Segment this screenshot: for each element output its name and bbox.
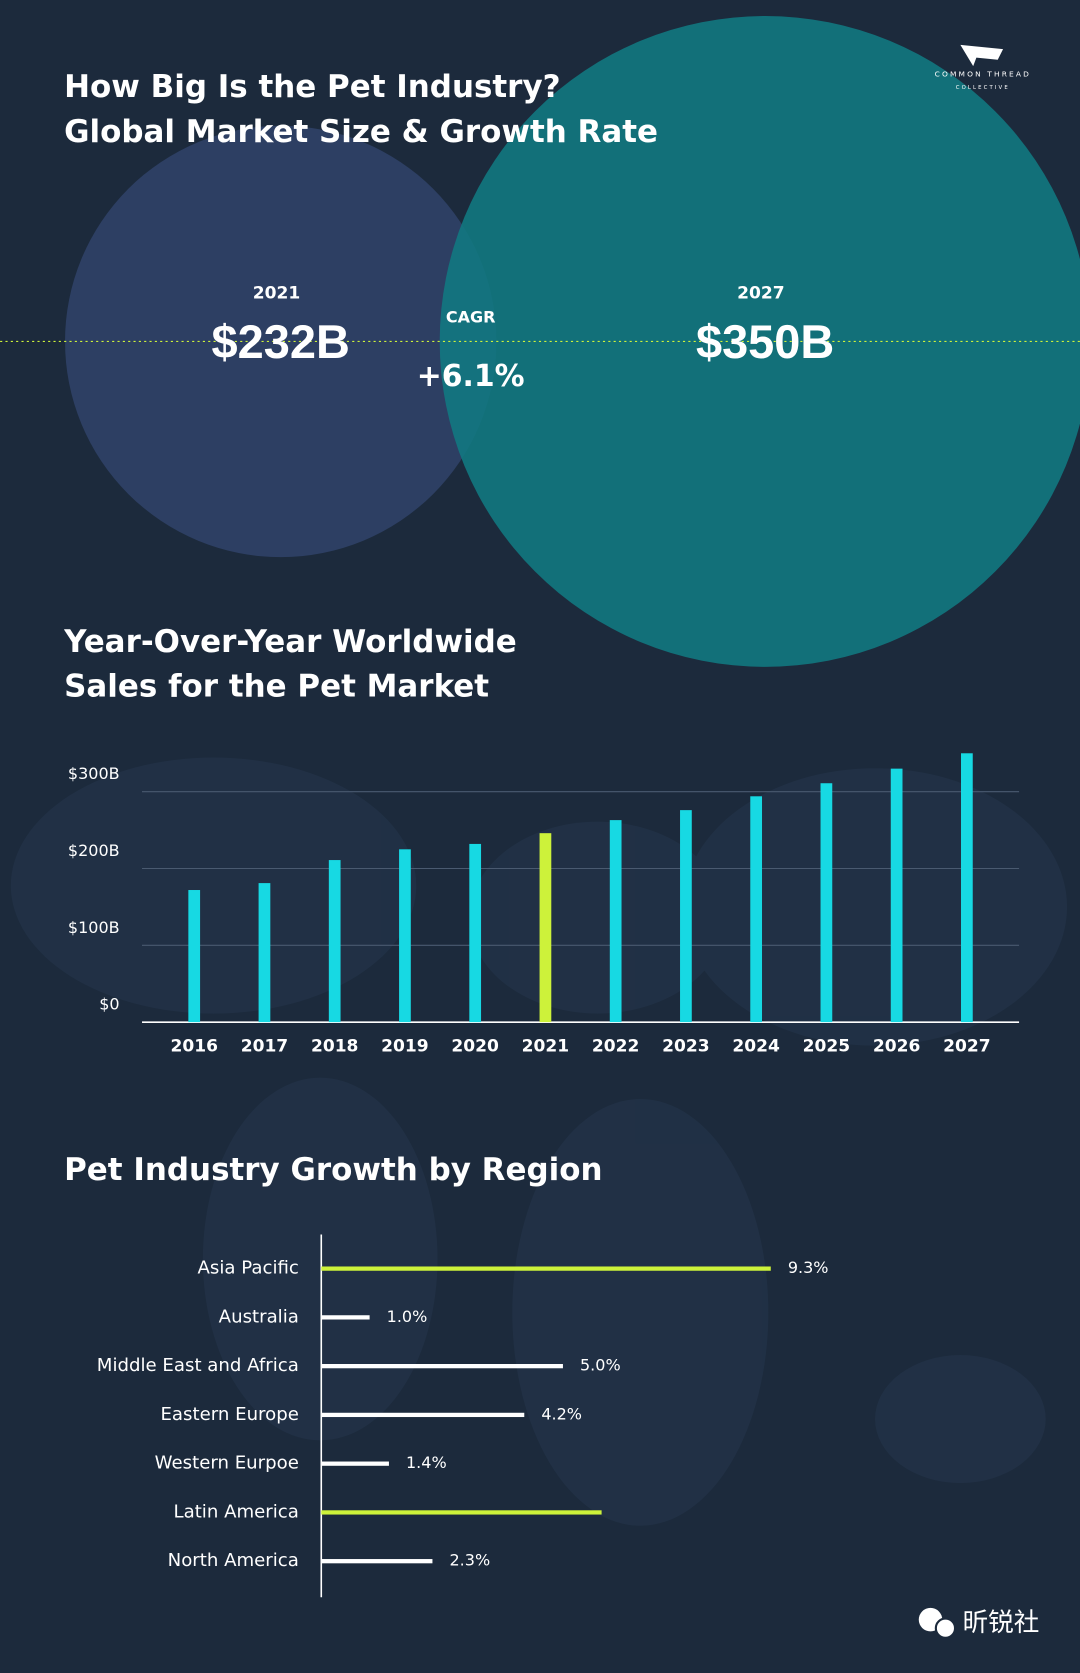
x-tick-label: 2025 — [803, 1037, 851, 1057]
data-label: 5.0% — [580, 1356, 621, 1375]
chart-title: Year-Over-Year Worldwide Sales for the P… — [64, 623, 517, 705]
y-tick-label: North America — [168, 1550, 299, 1571]
subtitle-box: Global Market Size & Growth Rate — [64, 113, 659, 150]
y-tick-label: $100B — [68, 918, 120, 937]
logo-text: COMMON THREAD — [935, 70, 1031, 79]
x-tick-label: 2016 — [170, 1037, 218, 1057]
watermark: 昕锐社 — [918, 1607, 1040, 1639]
bar — [321, 1510, 602, 1515]
bubble — [65, 125, 497, 558]
data-label: 4.2% — [541, 1404, 582, 1423]
bar — [258, 883, 271, 1023]
bar — [321, 1461, 389, 1466]
chart-subtitle: Global Market Size & Growth Rate — [64, 113, 659, 150]
title-box: How Big Is the Pet Industry? — [64, 68, 561, 105]
chart-title: How Big Is the Pet Industry? — [64, 68, 561, 105]
chart-title: Pet Industry Growth by Region — [64, 1151, 603, 1188]
bar — [188, 890, 201, 1023]
x-tick-label: 2018 — [311, 1037, 359, 1057]
bubble-category: 2027 — [737, 283, 784, 303]
x-tick-label: 2026 — [873, 1037, 921, 1057]
bar — [328, 860, 341, 1023]
bubble — [439, 16, 1080, 667]
data-label: 1.4% — [406, 1453, 447, 1472]
title-box: Year-Over-Year Worldwide Sales for the P… — [64, 623, 517, 705]
title-box: Pet Industry Growth by Region — [64, 1151, 603, 1188]
y-tick-label: Middle East and Africa — [97, 1355, 299, 1376]
y-tick-label: Asia Pacific — [198, 1258, 299, 1279]
annotation-label: CAGR — [446, 307, 496, 326]
bar — [321, 1412, 525, 1418]
data-label: 9.3% — [788, 1258, 829, 1277]
x-tick-label: 2017 — [241, 1037, 288, 1057]
bubble-category: 2021 — [253, 283, 300, 303]
data-label: 2.3% — [450, 1551, 491, 1570]
y-tick-label: $200B — [68, 841, 120, 860]
bar — [961, 753, 973, 1023]
x-tick-label: 2023 — [662, 1037, 710, 1057]
watermark-text: 昕锐社 — [963, 1608, 1040, 1638]
y-tick-label: $0 — [99, 995, 119, 1014]
bar — [680, 810, 692, 1023]
annotation-text: +6.1% — [417, 359, 525, 394]
y-tick-label: Australia — [219, 1306, 299, 1327]
watermark-icon — [934, 1617, 957, 1639]
bubble-chart — [65, 16, 1080, 667]
x-tick-label: 2021 — [522, 1037, 570, 1057]
bar — [321, 1315, 370, 1320]
bar — [321, 1559, 433, 1564]
x-tick-label: 2020 — [451, 1037, 499, 1057]
bar — [539, 833, 552, 1023]
x-tick-label: 2024 — [732, 1037, 780, 1057]
bar — [469, 843, 482, 1023]
bubble-value: $232B — [212, 316, 350, 368]
bar — [890, 768, 903, 1023]
y-tick-label: Eastern Europe — [160, 1404, 298, 1425]
bar — [321, 1266, 771, 1271]
x-tick-label: 2019 — [381, 1037, 429, 1057]
y-tick-label: Western Eurpoe — [155, 1453, 299, 1474]
bar — [399, 849, 411, 1023]
x-tick-label: 2022 — [592, 1037, 640, 1057]
bar — [750, 796, 763, 1023]
bar — [609, 820, 622, 1023]
logo-sub: COLLECTIVE — [956, 85, 1010, 91]
x-tick-label: 2027 — [943, 1037, 991, 1057]
bubble-value: $350B — [696, 316, 834, 368]
bar — [820, 783, 833, 1023]
logo: COMMON THREAD COLLECTIVE — [935, 44, 1031, 91]
data-label: 1.0% — [387, 1307, 428, 1326]
y-tick-label: Latin America — [173, 1501, 298, 1522]
logo-flag — [960, 44, 1004, 67]
y-tick-label: $300B — [68, 764, 120, 783]
charts: How Big Is the Pet Industry? Global Marke… — [64, 68, 1020, 1598]
bar — [321, 1364, 563, 1369]
